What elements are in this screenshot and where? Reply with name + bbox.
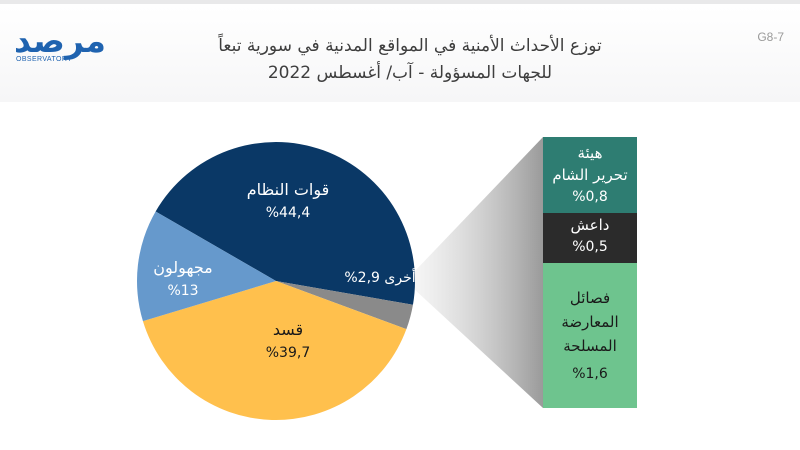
chart-title-line1: توزع الأحداث الأمنية في المواقع المدنية …: [218, 36, 602, 56]
breakdown-connector: [414, 137, 543, 408]
pie-slice-regime: [155, 141, 416, 305]
other-text: أخرى 2,9%: [344, 270, 416, 286]
opposition-name-line2: المعارضة: [561, 313, 619, 331]
unknown-name: مجهولون: [153, 258, 213, 277]
sdf-name: قسد: [272, 320, 304, 339]
top-divider: [0, 0, 800, 4]
opposition-value: %1,6: [572, 366, 608, 382]
opposition-label: فصائل المعارضة المسلحة %1,6: [543, 286, 637, 386]
unknown-value: %13: [167, 283, 199, 299]
isis-label: داعش %0,5: [543, 214, 637, 258]
sdf-label: قسد %39,7: [238, 320, 338, 361]
bar-segment-opposition: [543, 263, 637, 408]
sdf-value: %39,7: [265, 345, 311, 361]
chart-title-line2: للجهات المسؤولة - آب/ أغسطس 2022: [267, 63, 553, 83]
other-label: أخرى 2,9%: [330, 270, 430, 286]
hts-label: هيئة تحرير الشام %0,8: [543, 142, 637, 208]
hts-value: %0,8: [572, 189, 608, 205]
pie-slice-sdf: [142, 281, 407, 421]
observatory-logo: مرصد OBSERVATORY: [14, 21, 107, 68]
unknown-label: مجهولون %13: [128, 258, 238, 299]
isis-value: %0,5: [572, 239, 608, 255]
hts-name-line2: تحرير الشام: [552, 166, 628, 184]
hts-name-line1: هيئة: [577, 144, 603, 162]
regime-value: %44,4: [265, 205, 311, 221]
bar-segment-isis: [543, 213, 637, 263]
figure-code: G8-7: [757, 30, 784, 44]
pie-chart: [136, 141, 416, 421]
regime-label: قوات النظام %44,4: [218, 180, 358, 221]
header-band: [0, 6, 800, 102]
breakdown-bar: [543, 137, 637, 408]
opposition-name-line1: فصائل: [569, 289, 611, 307]
logo-english-text: OBSERVATORY: [16, 56, 73, 63]
bar-segment-hts: [543, 137, 637, 213]
regime-name: قوات النظام: [246, 180, 330, 199]
pie-slice-other: [276, 281, 413, 330]
isis-name: داعش: [570, 216, 610, 234]
pie-slice-unknown: [136, 211, 276, 322]
opposition-name-line3: المسلحة: [563, 337, 617, 355]
logo-arabic-text: مرصد: [14, 21, 107, 60]
